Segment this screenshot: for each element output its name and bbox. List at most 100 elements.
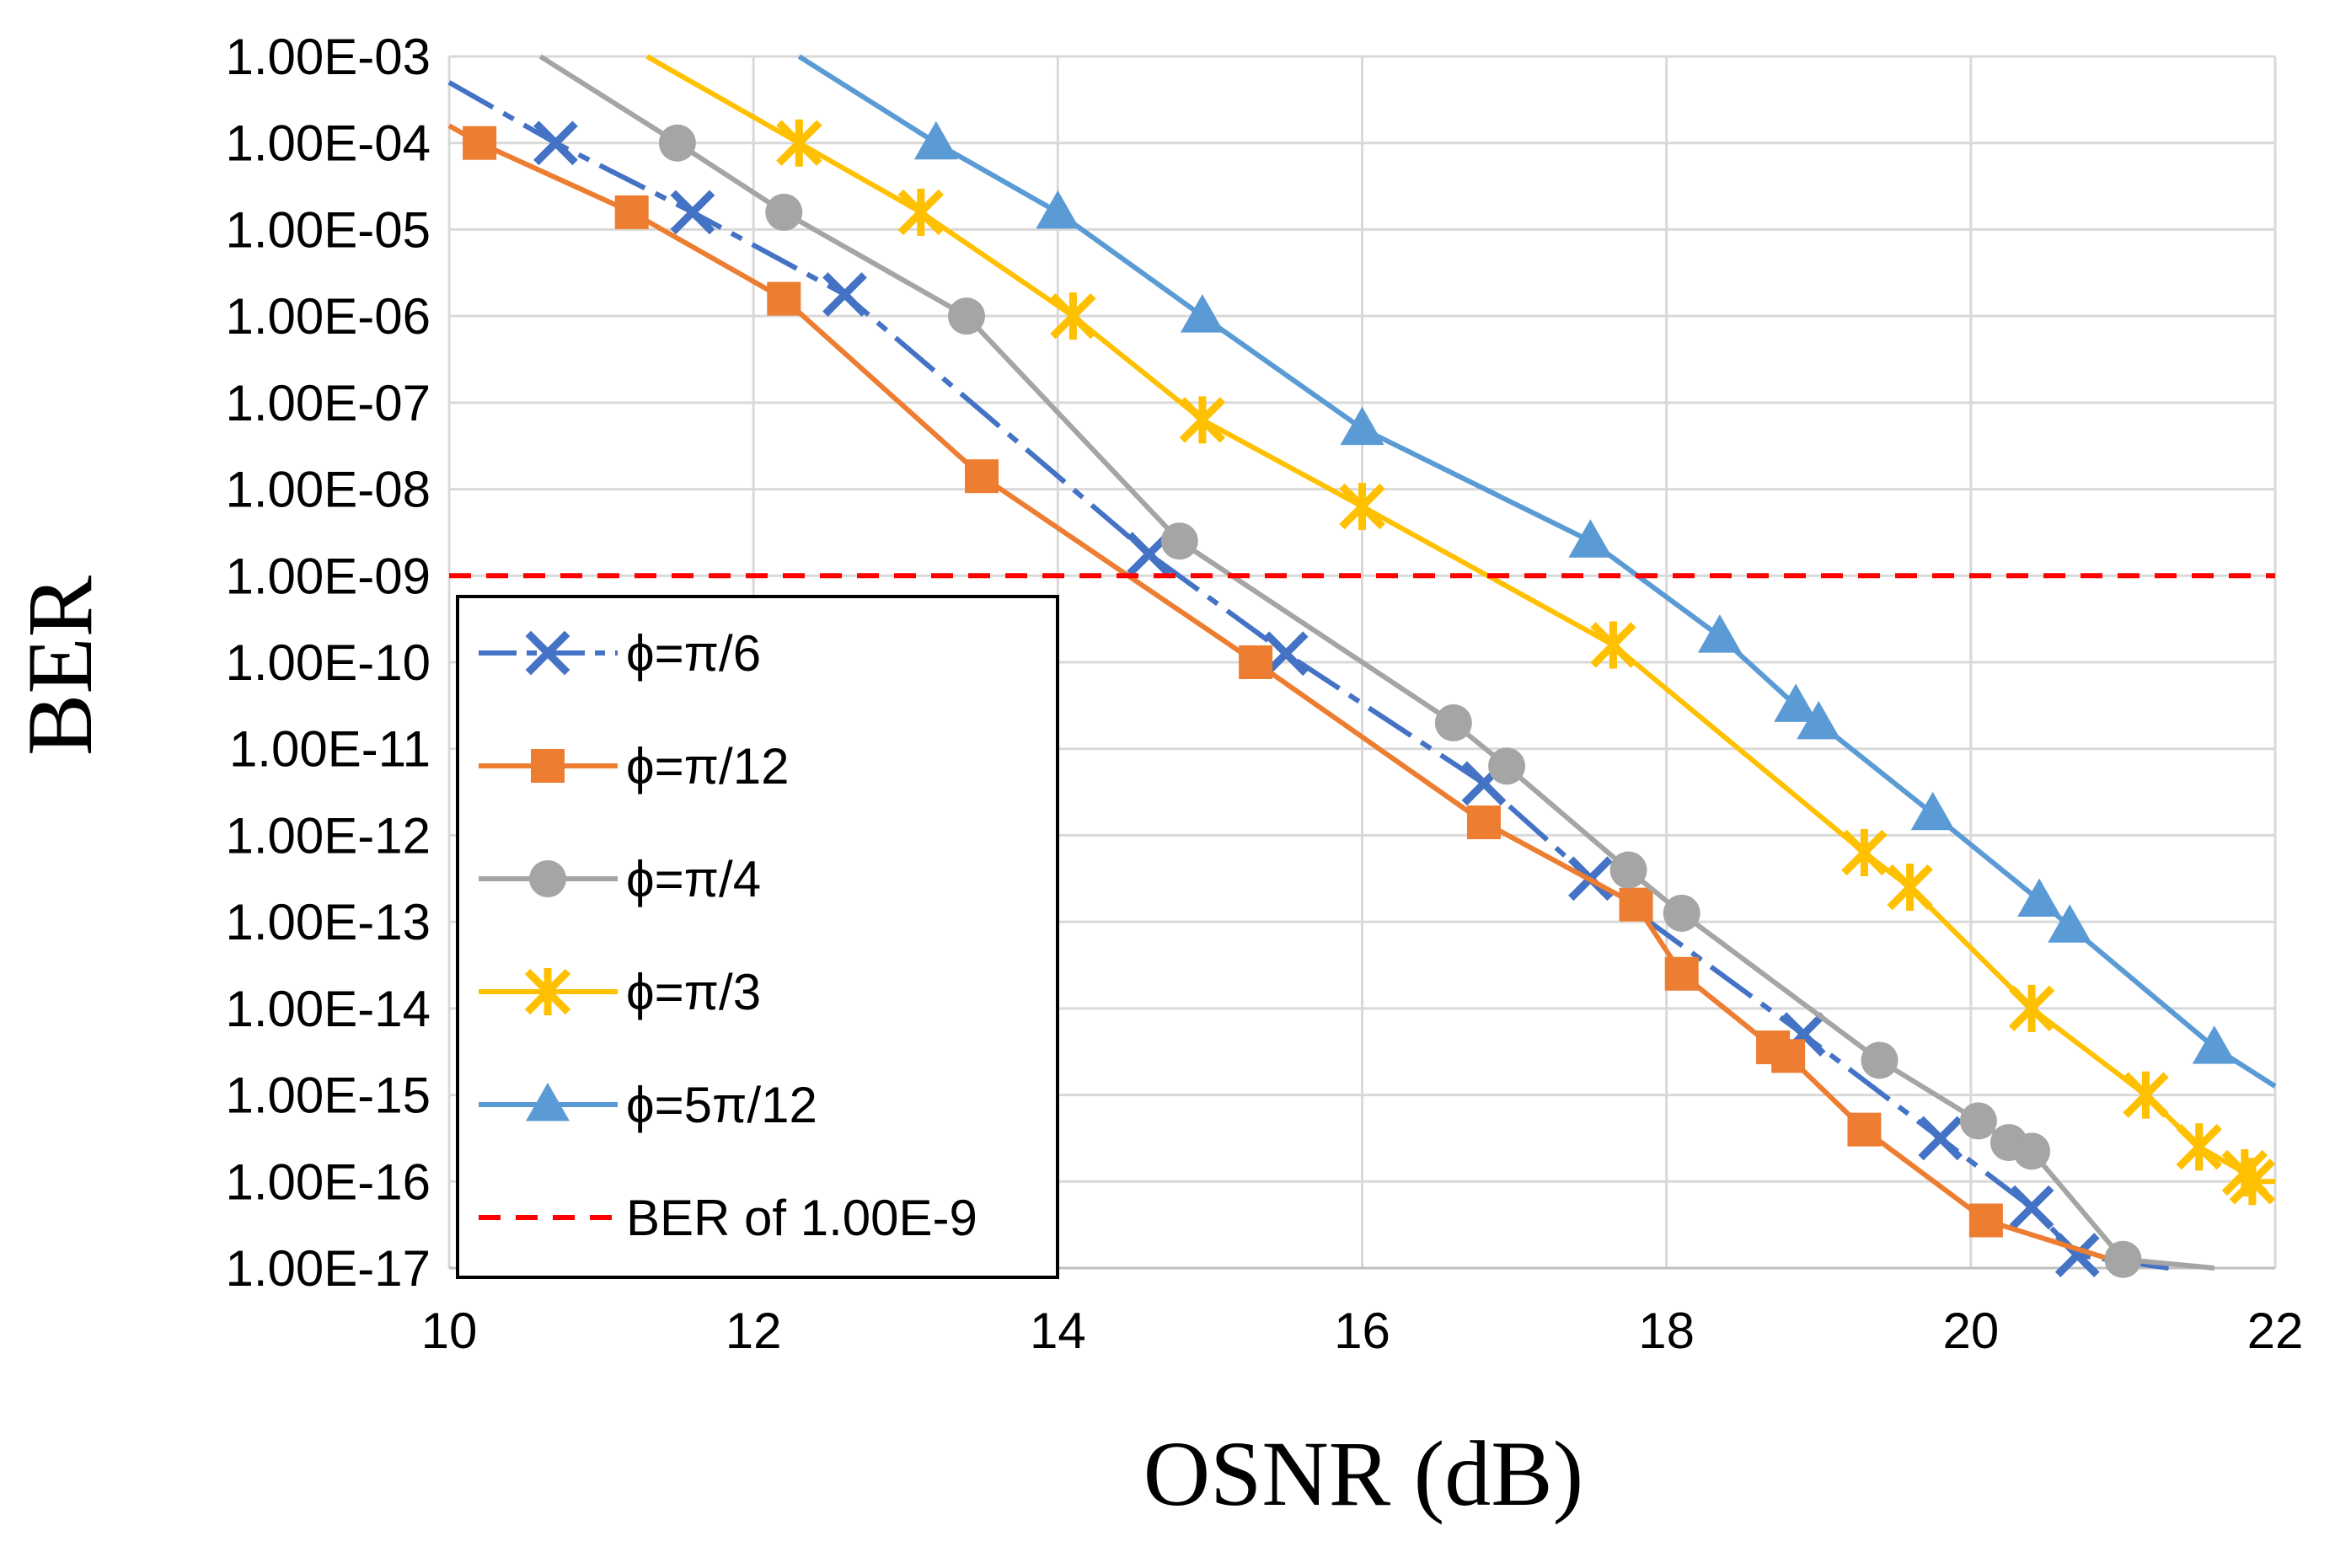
x-marker-stroke <box>1127 532 1172 576</box>
x-axis-title: OSNR (dB) <box>1143 1422 1584 1525</box>
y-tick-label: 1.00E-12 <box>225 807 431 864</box>
y-tick-label: 1.00E-13 <box>225 894 431 950</box>
legend-label: ϕ=π/6 <box>626 625 761 682</box>
legend: ϕ=π/6 ϕ=π/12 ϕ=π/4 ϕ=π/3 ϕ=5π/12 BER of 1.00E… <box>456 595 1059 1279</box>
series-layer <box>447 54 2277 1278</box>
x-marker <box>670 190 715 235</box>
asterisk-marker <box>2176 1123 2222 1171</box>
y-tick-label: 1.00E-11 <box>229 721 431 778</box>
legend-item: ϕ=5π/12 <box>479 1077 817 1133</box>
triangle-marker <box>1568 519 1613 558</box>
x-tick-label: 18 <box>1638 1303 1695 1359</box>
legend-label: BER of 1.00E-9 <box>626 1190 977 1246</box>
y-tick-label: 1.00E-15 <box>225 1068 431 1124</box>
series-2 <box>538 54 2215 1278</box>
legend-label: ϕ=5π/12 <box>626 1077 817 1133</box>
circle-marker <box>947 297 985 335</box>
square-marker <box>1664 956 1699 991</box>
circle-marker <box>1663 894 1700 932</box>
y-tick-label: 1.00E-10 <box>225 634 431 691</box>
circle-marker <box>2013 1132 2051 1170</box>
asterisk-marker <box>1590 621 1636 669</box>
circle-marker <box>1434 704 1472 741</box>
series-3 <box>645 54 2276 1206</box>
y-tick-label: 1.00E-14 <box>225 981 431 1037</box>
triangle-marker <box>2017 878 2062 917</box>
circle-marker <box>1488 747 1526 785</box>
legend-box <box>456 595 1059 1279</box>
triangle-marker <box>1797 700 1841 740</box>
y-axis-title: BER <box>8 575 111 756</box>
x-marker-stroke <box>1263 631 1309 677</box>
series-0 <box>447 80 2170 1277</box>
x-marker-stroke <box>533 120 578 166</box>
asterisk-marker <box>776 119 822 167</box>
x-marker-stroke <box>822 272 867 317</box>
x-marker-stroke <box>2054 1233 2100 1277</box>
x-marker <box>533 120 578 166</box>
asterisk-marker <box>1887 864 1933 912</box>
legend-label: ϕ=π/4 <box>626 851 761 907</box>
asterisk-marker <box>2008 984 2055 1032</box>
legend-item: ϕ=π/4 <box>479 851 761 907</box>
square-marker <box>1619 887 1653 922</box>
asterisk-marker <box>2229 1158 2276 1206</box>
asterisk-marker <box>1841 828 1888 876</box>
legend-label: ϕ=π/3 <box>626 964 761 1020</box>
asterisk-marker <box>1050 292 1096 340</box>
axes: 1.00E-03 1.00E-04 1.00E-05 1.00E-06 1.00E-07… <box>225 29 2303 1359</box>
circle-marker <box>1160 522 1198 560</box>
x-marker-stroke <box>2009 1185 2054 1230</box>
triangle-marker <box>2048 904 2092 943</box>
series-1 <box>447 123 2140 1271</box>
triangle-marker <box>1036 190 1080 229</box>
y-tick-label: 1.00E-05 <box>225 201 431 258</box>
square-marker <box>614 195 649 229</box>
y-tick-label: 1.00E-17 <box>225 1240 431 1297</box>
square-marker <box>531 749 565 783</box>
triangle-marker <box>1910 791 1955 831</box>
circle-marker <box>1959 1102 1997 1140</box>
circle-marker <box>658 124 696 162</box>
y-tick-label: 1.00E-04 <box>225 115 431 172</box>
square-marker <box>965 459 999 494</box>
x-marker <box>1918 1116 1963 1161</box>
asterisk-marker <box>1339 483 1385 531</box>
triangle-marker <box>1697 614 1742 653</box>
square-marker <box>1847 1112 1882 1147</box>
legend-label: ϕ=π/12 <box>626 738 789 795</box>
x-tick-label: 14 <box>1030 1303 1086 1359</box>
x-marker <box>2009 1185 2054 1230</box>
asterisk-marker <box>2123 1071 2169 1119</box>
triangle-marker <box>1340 406 1384 446</box>
x-marker <box>822 272 867 317</box>
x-marker-stroke <box>1918 1116 1963 1161</box>
triangle-marker <box>526 1083 570 1121</box>
x-tick-label: 12 <box>726 1303 782 1359</box>
y-tick-label: 1.00E-09 <box>225 548 431 604</box>
legend-item: BER of 1.00E-9 <box>479 1190 977 1246</box>
asterisk-marker <box>1179 396 1226 444</box>
square-marker <box>1239 645 1273 679</box>
square-marker <box>463 126 497 160</box>
square-marker <box>767 281 801 316</box>
x-marker-stroke <box>670 190 715 235</box>
x-marker <box>1127 532 1172 576</box>
x-tick-label: 22 <box>2247 1303 2304 1359</box>
asterisk-marker <box>897 188 944 236</box>
triangle-marker <box>2192 1025 2236 1064</box>
asterisk-marker <box>524 968 571 1015</box>
circle-marker <box>1609 851 1647 889</box>
y-tick-label: 1.00E-06 <box>225 288 431 345</box>
legend-item: ϕ=π/3 <box>479 964 761 1020</box>
y-tick-label: 1.00E-16 <box>225 1153 431 1210</box>
x-tick-label: 20 <box>1942 1303 1999 1359</box>
triangle-marker <box>913 120 958 160</box>
legend-item: ϕ=π/12 <box>479 738 789 795</box>
series-4 <box>797 54 2277 1089</box>
legend-item: ϕ=π/6 <box>479 625 761 682</box>
x-tick-label: 10 <box>421 1303 478 1359</box>
circle-marker <box>1861 1041 1899 1079</box>
